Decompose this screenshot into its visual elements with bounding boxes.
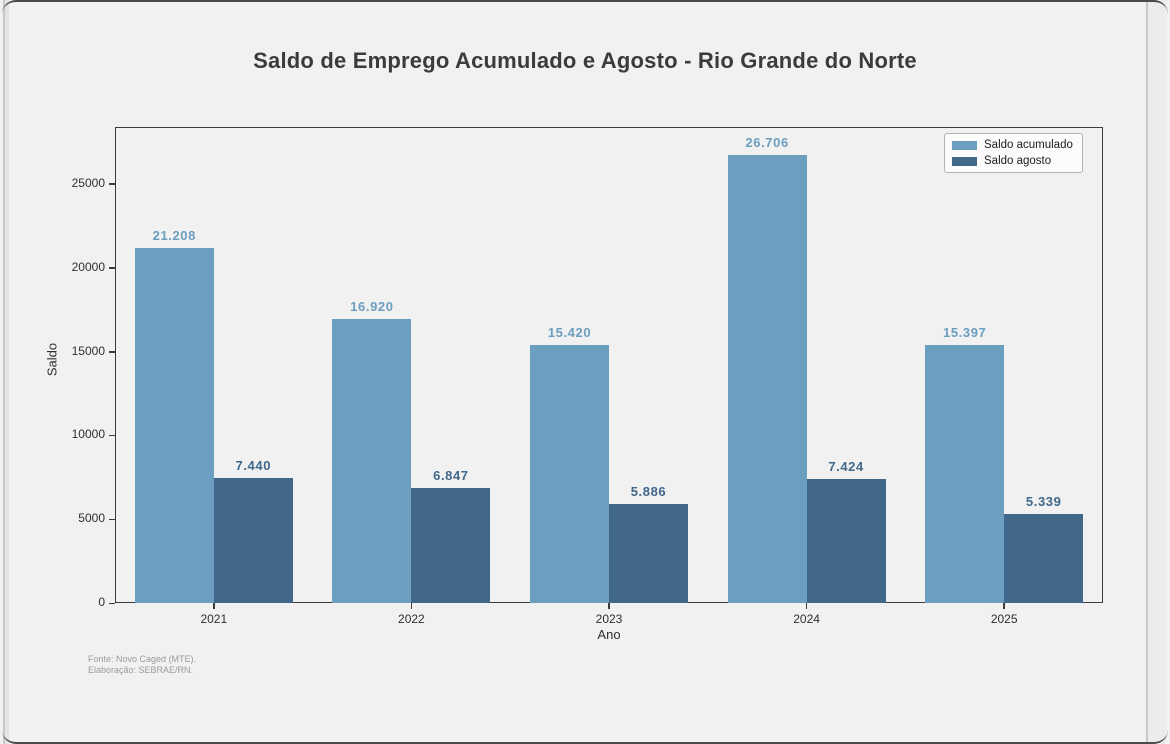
window-right-edge-line	[1146, 0, 1148, 744]
bar-value-label: 21.208	[152, 228, 196, 243]
window-left-edge-line	[3, 0, 5, 744]
bar-saldo-agosto-2022	[411, 488, 491, 603]
bar-saldo-agosto-2021	[213, 478, 293, 603]
x-tick-label: 2023	[595, 612, 623, 626]
y-tick-label: 25000	[71, 175, 105, 190]
x-tick-label: 2025	[990, 612, 1018, 626]
legend-label-agosto: Saldo agosto	[984, 155, 1052, 167]
x-tick	[608, 603, 610, 609]
chart-footnote: Fonte: Novo Caged (MTE). Elaboração: SEB…	[88, 654, 196, 676]
x-axis-label: Ano	[597, 627, 621, 642]
legend-label-acumulado: Saldo acumulado	[984, 139, 1073, 151]
legend-swatch-acumulado	[952, 140, 977, 150]
window-right-edge	[1148, 0, 1166, 744]
legend-entry-agosto: Saldo agosto	[952, 155, 1073, 167]
x-tick	[213, 603, 215, 609]
y-tick	[109, 183, 115, 185]
bar-value-label: 6.847	[433, 468, 469, 483]
footnote-source: Fonte: Novo Caged (MTE).	[88, 654, 197, 664]
bar-saldo-agosto-2024	[806, 479, 886, 603]
y-tick	[109, 434, 115, 437]
bar-value-label: 5.339	[1025, 494, 1062, 509]
window-left-edge	[5, 0, 9, 744]
y-tick	[109, 267, 115, 269]
y-tick-label: 10000	[71, 427, 105, 442]
bar-saldo-acumulado-2023	[530, 345, 609, 603]
bar-value-label: 15.420	[547, 325, 592, 340]
bar-value-label: 16.920	[350, 299, 394, 314]
bar-saldo-acumulado-2024	[727, 155, 807, 603]
footnote-elaboration: Elaboração: SEBRAE/RN.	[88, 665, 194, 675]
bar-saldo-acumulado-2025	[925, 345, 1005, 603]
x-tick-label: 2021	[200, 612, 228, 626]
bar-value-label: 7.440	[235, 458, 272, 473]
y-tick-label: 0	[98, 595, 105, 609]
legend-entry-acumulado: Saldo acumulado	[952, 139, 1073, 151]
y-tick	[109, 602, 115, 604]
bar-saldo-agosto-2023	[609, 504, 688, 603]
bar-value-label: 7.424	[828, 459, 864, 474]
x-tick-label: 2022	[398, 612, 425, 626]
bar-value-label: 5.886	[630, 484, 667, 499]
chart-title: Saldo de Emprego Acumulado e Agosto - Ri…	[253, 48, 917, 73]
x-tick	[805, 603, 808, 609]
y-tick	[109, 518, 115, 521]
y-tick-label: 20000	[71, 259, 105, 274]
y-axis-label: Saldo	[44, 342, 60, 377]
bar-value-label: 15.397	[943, 325, 987, 340]
bar-saldo-agosto-2025	[1004, 514, 1084, 603]
bar-saldo-acumulado-2021	[134, 248, 214, 603]
x-tick	[1003, 603, 1005, 609]
bar-value-label: 26.706	[745, 135, 789, 150]
x-tick	[410, 603, 413, 609]
y-tick-label: 15000	[71, 343, 105, 358]
legend-swatch-agosto	[952, 156, 977, 166]
bar-saldo-acumulado-2022	[332, 319, 412, 603]
y-tick-label: 5000	[78, 511, 105, 526]
y-tick	[109, 351, 115, 353]
x-tick-label: 2024	[793, 612, 820, 626]
legend: Saldo acumulado Saldo agosto	[944, 133, 1083, 173]
